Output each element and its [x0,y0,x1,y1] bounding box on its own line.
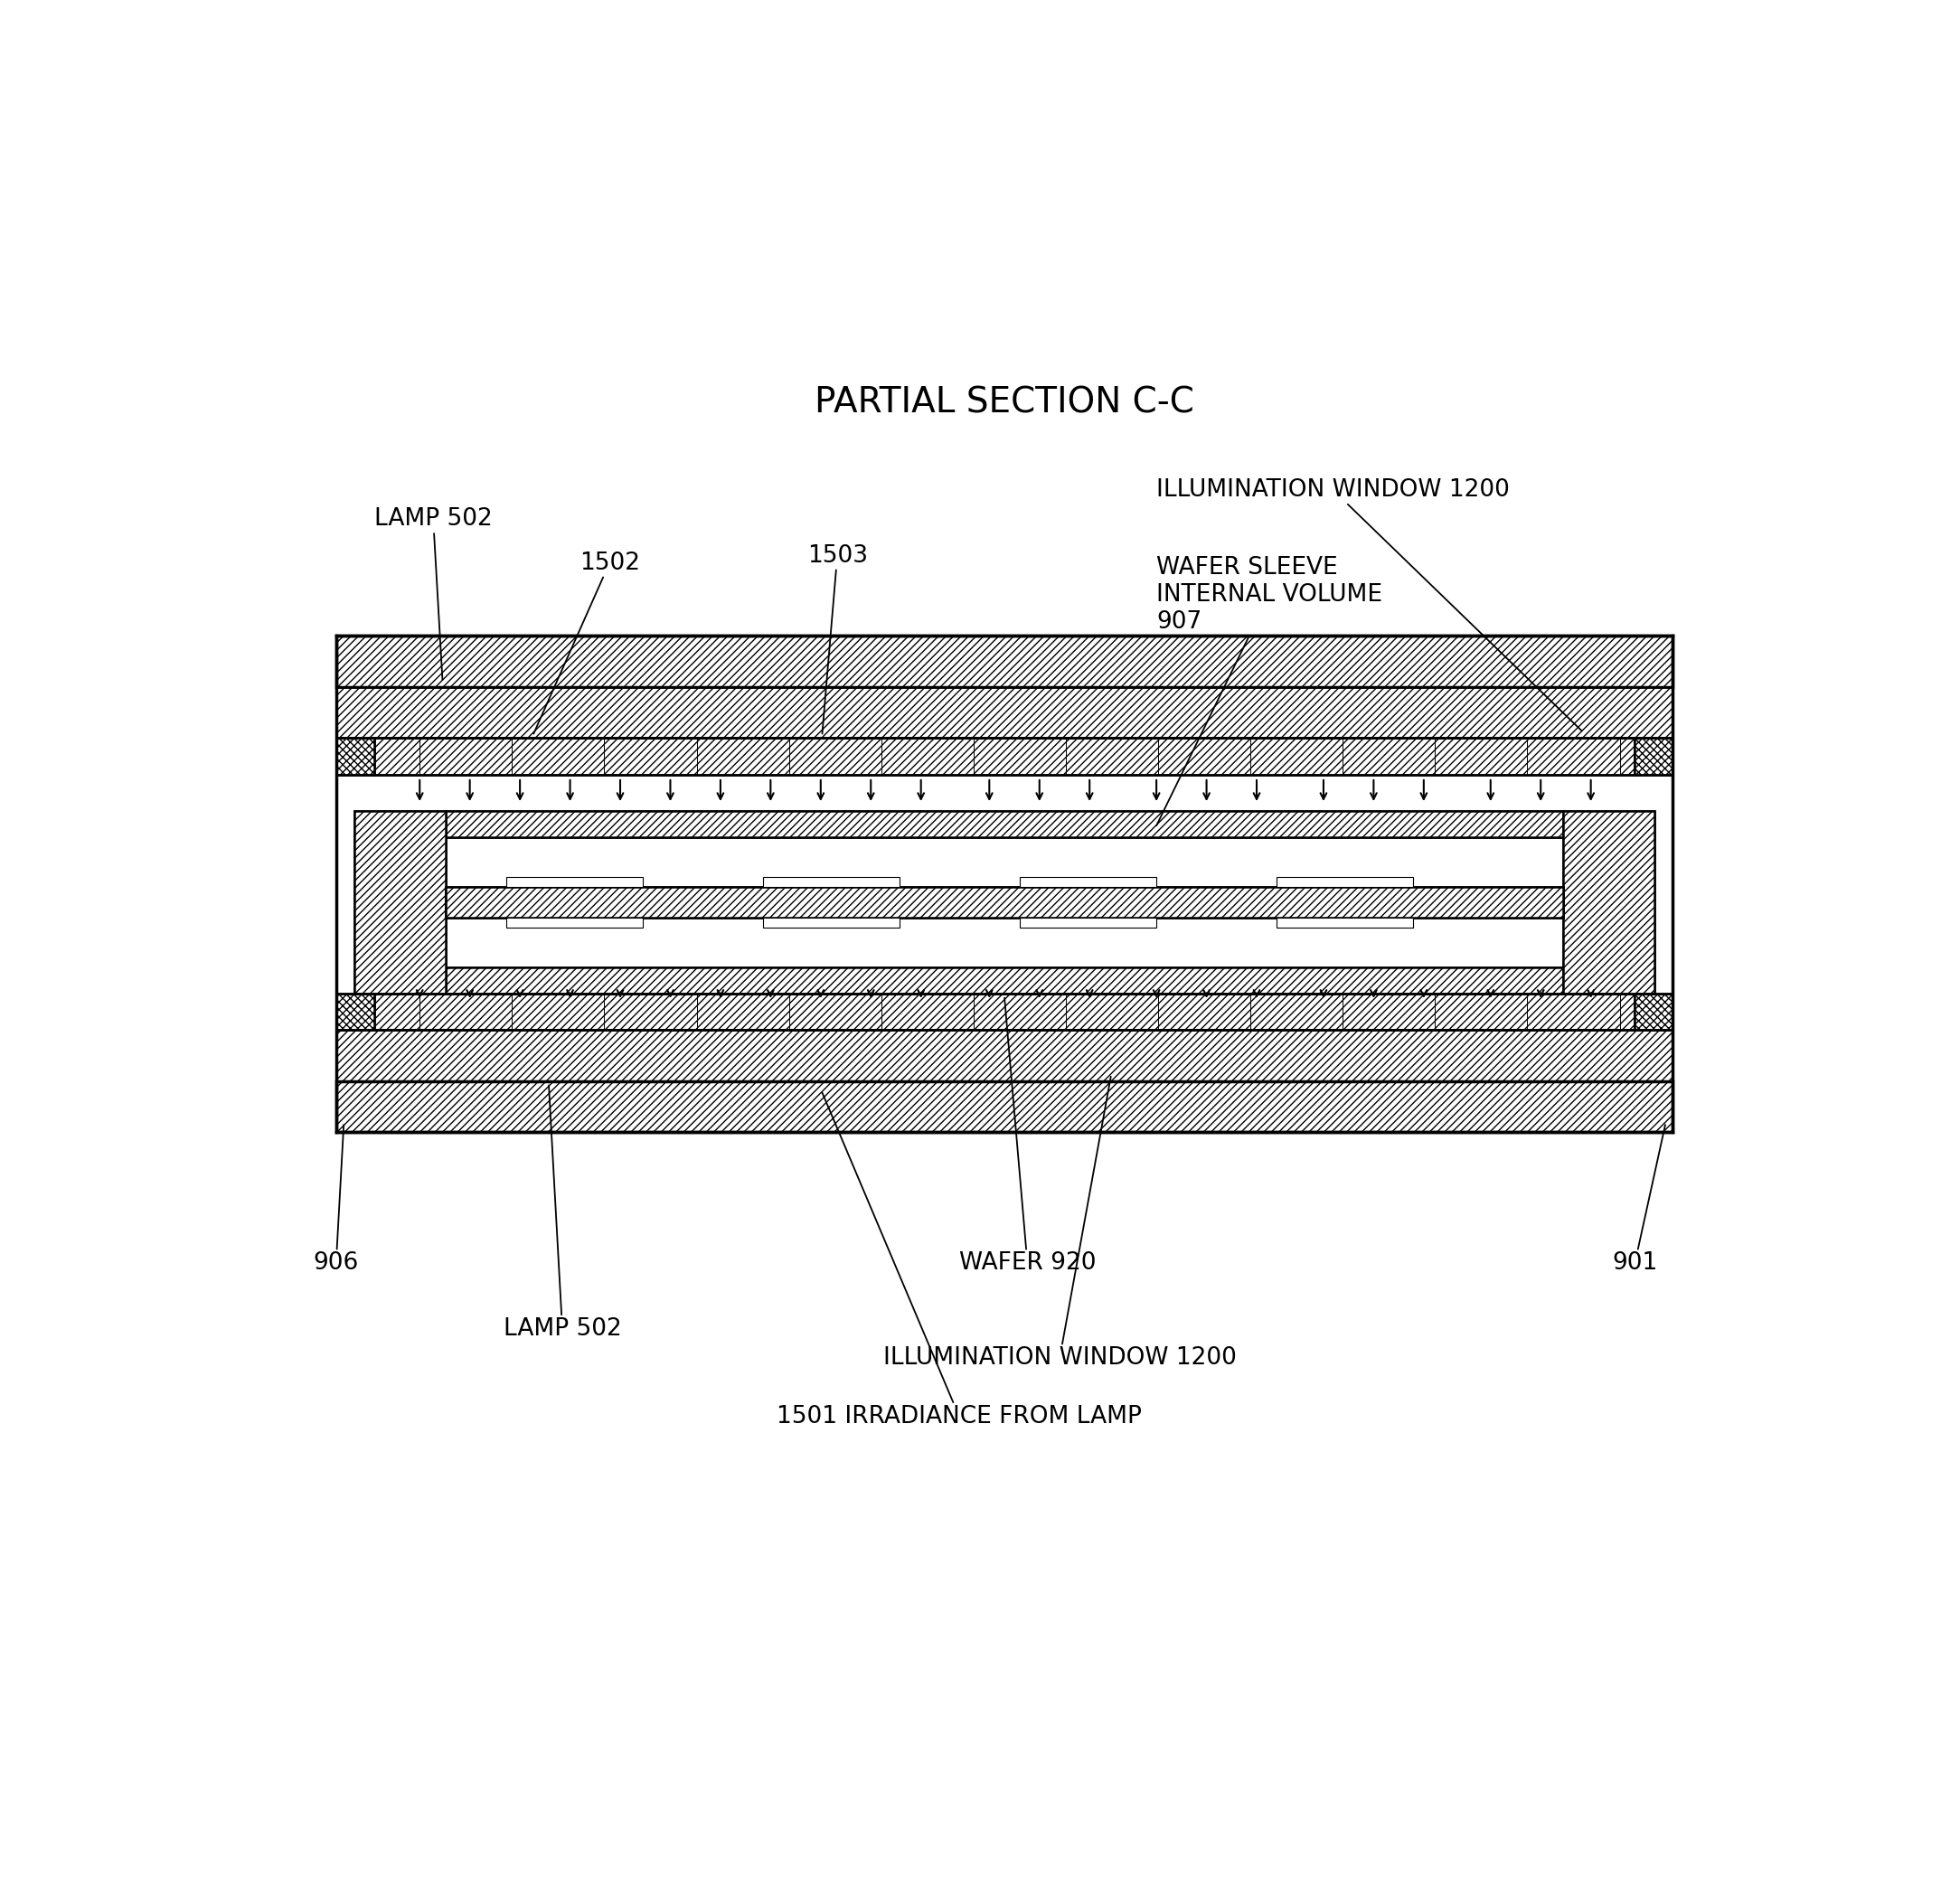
Bar [337,993,374,1031]
Bar [762,877,900,887]
Bar [337,1031,1672,1080]
Bar [1019,877,1156,887]
Text: 1501 IRRADIANCE FROM LAMP: 1501 IRRADIANCE FROM LAMP [776,1093,1143,1429]
Text: 906: 906 [314,1126,359,1275]
Bar [1635,993,1672,1031]
Text: WAFER 920: WAFER 920 [958,999,1096,1275]
Bar [337,739,374,775]
Text: ILLUMINATION WINDOW 1200: ILLUMINATION WINDOW 1200 [882,1076,1237,1370]
Bar [445,838,1564,966]
Text: 1502: 1502 [533,551,639,733]
Text: WAFER SLEEVE
INTERNAL VOLUME
907: WAFER SLEEVE INTERNAL VOLUME 907 [1156,555,1382,826]
Text: PARTIAL SECTION C-C: PARTIAL SECTION C-C [815,385,1194,419]
Bar [1564,811,1654,993]
Bar [1635,739,1672,775]
Text: 901: 901 [1611,1126,1666,1275]
Bar [374,993,1635,1031]
Bar [445,966,1564,993]
Text: 1503: 1503 [808,544,868,733]
Bar [355,811,445,993]
Bar [1276,877,1413,887]
Bar [762,917,900,929]
Text: LAMP 502: LAMP 502 [374,508,492,680]
Bar [374,739,1635,775]
Text: ILLUMINATION WINDOW 1200: ILLUMINATION WINDOW 1200 [1156,478,1582,731]
Bar [355,811,445,993]
Bar [1019,917,1156,929]
Bar [337,1080,1672,1131]
Bar [445,811,1564,838]
Bar [506,917,643,929]
Bar [337,688,1672,739]
Bar [506,877,643,887]
Bar [445,811,1564,838]
Bar [445,966,1564,993]
Text: LAMP 502: LAMP 502 [504,1086,621,1342]
Bar [337,637,1672,688]
Bar [445,887,1564,917]
Bar [1276,917,1413,929]
Bar [1564,811,1654,993]
Bar [445,887,1564,917]
